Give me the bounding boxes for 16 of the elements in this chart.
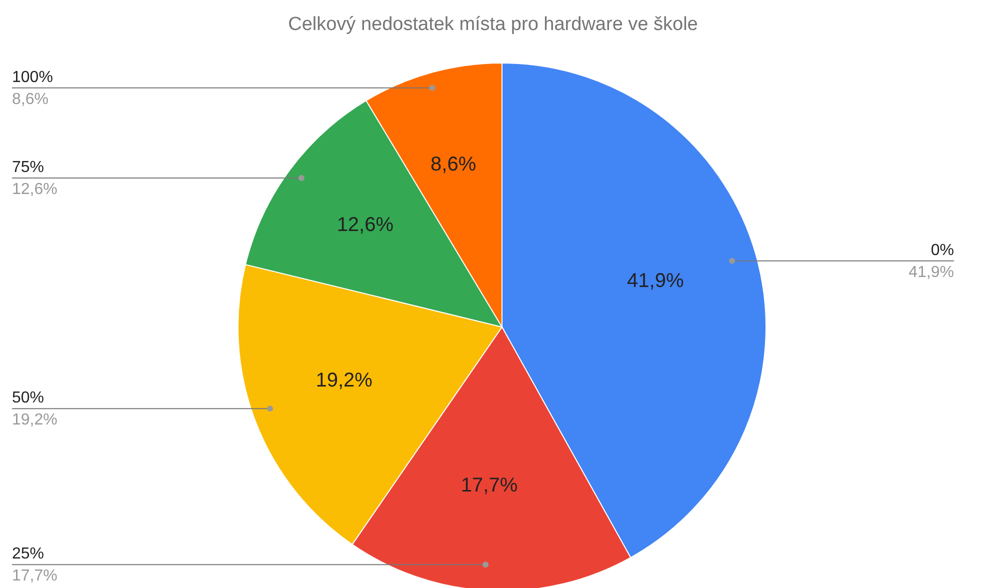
text: 19,2% xyxy=(12,412,58,429)
slice-label: 100% xyxy=(12,68,53,86)
text: 17,7% xyxy=(12,568,58,585)
text: 8,6% xyxy=(12,90,48,108)
slice-label: 25% xyxy=(12,546,44,563)
text: 41,9% xyxy=(908,264,954,281)
slice-label: 75% xyxy=(12,159,44,176)
data-label: 8,6% xyxy=(430,153,476,176)
data-label: 41,9% xyxy=(627,270,684,292)
text: 12,6% xyxy=(12,181,58,198)
data-label: 17,7% xyxy=(460,474,518,496)
slice-label: 0% xyxy=(930,242,954,259)
data-label: 19,2% xyxy=(316,369,373,392)
chart-title: Celkový nedostatek místa pro hardware ve škole xyxy=(288,14,698,35)
slice-label: 50% xyxy=(12,390,44,407)
data-label: 12,6% xyxy=(336,214,394,236)
